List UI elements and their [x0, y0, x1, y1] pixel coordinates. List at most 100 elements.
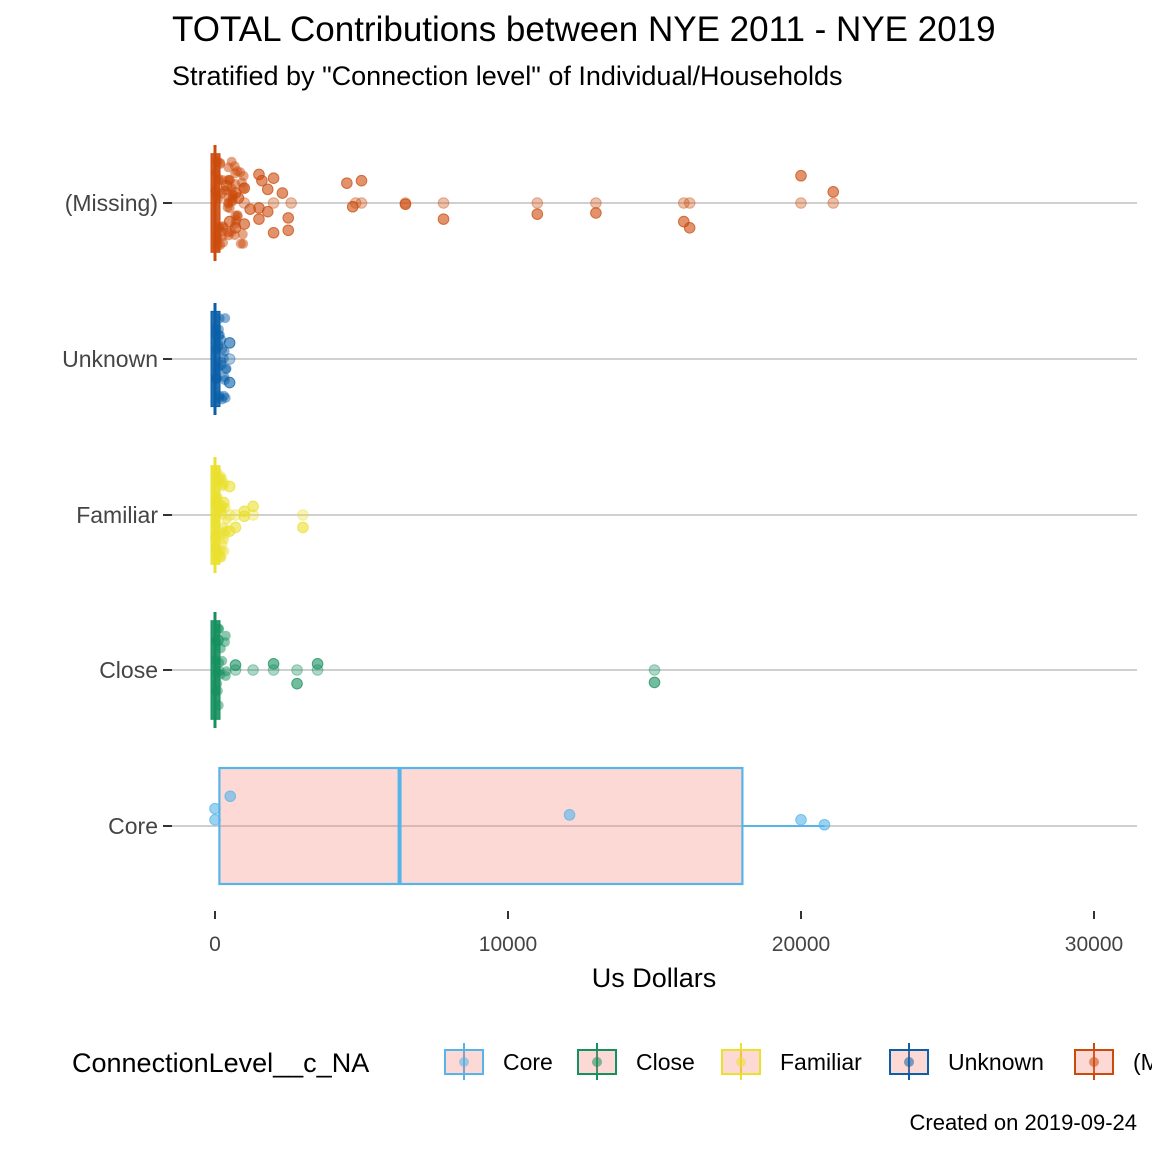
- point-core-2: [224, 790, 237, 803]
- point-missing-27: [827, 197, 840, 209]
- jitter-point-missing: [226, 156, 237, 167]
- point-missing-25: [795, 197, 807, 209]
- legend-key-point-close: [592, 1057, 602, 1067]
- point-familiar-6: [297, 521, 309, 534]
- point-missing-15: [437, 213, 450, 225]
- point-missing-19: [590, 207, 602, 219]
- legend-item-unknown: Unknown: [889, 1043, 1044, 1080]
- point-missing-32: [267, 226, 280, 239]
- x-tick-label-0: 0: [209, 933, 221, 956]
- point-missing-16: [531, 197, 544, 209]
- point-close-9: [311, 664, 324, 676]
- point-core-0: [209, 814, 221, 826]
- point-familiar-0: [223, 480, 236, 493]
- jitter-point-missing: [237, 229, 248, 240]
- point-familiar-2: [247, 500, 259, 513]
- point-core-4: [795, 814, 807, 826]
- point-missing-26: [827, 186, 840, 198]
- jitter-point-familiar: [215, 552, 226, 563]
- point-close-4: [291, 677, 303, 690]
- point-close-7: [648, 676, 661, 689]
- jitter-point-unknown: [219, 390, 230, 401]
- point-missing-37: [223, 215, 236, 228]
- legend-label-core: Core: [503, 1049, 553, 1075]
- point-close-5: [311, 658, 324, 670]
- point-familiar-11: [229, 509, 242, 521]
- point-missing-9: [346, 200, 359, 213]
- point-familiar-10: [223, 509, 236, 521]
- jitter-point-close: [215, 669, 226, 680]
- legend-key-point-unknown: [904, 1057, 914, 1067]
- jitter-point-missing: [212, 156, 223, 167]
- point-close-8: [267, 664, 280, 676]
- legend-label-familiar: Familiar: [780, 1049, 862, 1075]
- point-missing-42: [285, 197, 297, 209]
- point-missing-11: [399, 197, 412, 209]
- chart-title: TOTAL Contributions between NYE 2011 - N…: [172, 10, 996, 49]
- jitter-point-missing: [216, 226, 227, 237]
- point-familiar-4: [238, 510, 251, 523]
- point-unknown-1: [223, 353, 236, 365]
- point-unknown-2: [223, 376, 236, 389]
- point-familiar-1: [217, 496, 230, 509]
- point-missing-20: [678, 197, 690, 209]
- point-missing-4: [355, 174, 368, 187]
- point-missing-21: [683, 197, 696, 209]
- point-missing-10: [399, 198, 412, 211]
- point-close-2: [247, 664, 259, 676]
- point-missing-41: [267, 197, 280, 209]
- point-missing-6: [276, 187, 289, 199]
- point-close-1: [229, 659, 242, 671]
- point-familiar-9: [247, 509, 259, 521]
- point-missing-40: [238, 197, 251, 209]
- jitter-point-missing: [212, 240, 223, 251]
- point-core-5: [818, 818, 831, 831]
- point-familiar-5: [297, 509, 309, 521]
- jitter-point-familiar: [210, 518, 221, 529]
- x-tick-label-10000: 10000: [479, 933, 537, 956]
- point-close-11: [229, 664, 242, 676]
- boxes-layer: [210, 145, 825, 886]
- jitter-point-unknown: [220, 313, 231, 324]
- box-body-missing: [210, 153, 221, 253]
- jitter-point-familiar: [221, 514, 232, 525]
- y-tick-label-familiar: Familiar: [76, 502, 158, 528]
- jitter-point-close: [213, 623, 224, 634]
- jitter-point-close: [214, 657, 225, 668]
- legend-item-close: Close: [577, 1043, 695, 1080]
- legend-key-box-familiar: [721, 1049, 761, 1075]
- jitter-point-unknown: [211, 372, 222, 383]
- jitter-point-familiar: [210, 498, 221, 509]
- box-body-core: [218, 766, 744, 886]
- point-missing-5: [238, 182, 251, 194]
- point-missing-13: [355, 197, 368, 209]
- legend-key-point-missing: [1089, 1057, 1099, 1067]
- legend-item-core: Core: [444, 1043, 553, 1080]
- point-missing-39: [232, 192, 245, 204]
- point-close-10: [291, 664, 303, 676]
- point-close-3: [267, 658, 280, 670]
- y-tick-label-close: Close: [99, 657, 158, 683]
- x-tick-label-20000: 20000: [772, 933, 830, 956]
- y-tick-label-unknown: Unknown: [62, 346, 158, 372]
- point-missing-29: [282, 212, 295, 224]
- legend: ConnectionLevel__c_NA Core Close Familiar Un…: [72, 1043, 1152, 1080]
- point-missing-34: [253, 213, 265, 225]
- point-missing-3: [341, 177, 353, 189]
- point-missing-31: [244, 203, 256, 215]
- point-missing-18: [590, 197, 602, 209]
- axes-layer: Core Close Familiar Unknown (Missing) 0 10000 2…: [62, 190, 1123, 956]
- jitter-point-missing: [235, 167, 246, 178]
- legend-label-close: Close: [636, 1049, 695, 1075]
- point-missing-17: [531, 208, 544, 220]
- legend-item-familiar: Familiar: [721, 1043, 862, 1080]
- point-missing-24: [795, 169, 807, 182]
- chart-subtitle: Stratified by "Connection level" of Indi…: [172, 61, 843, 91]
- legend-title: ConnectionLevel__c_NA: [72, 1048, 369, 1078]
- point-core-3: [563, 809, 576, 821]
- jitter-point-unknown: [211, 322, 222, 333]
- x-tick-label-30000: 30000: [1065, 933, 1123, 956]
- point-core-1: [209, 802, 221, 815]
- jitter-point-unknown: [216, 356, 227, 367]
